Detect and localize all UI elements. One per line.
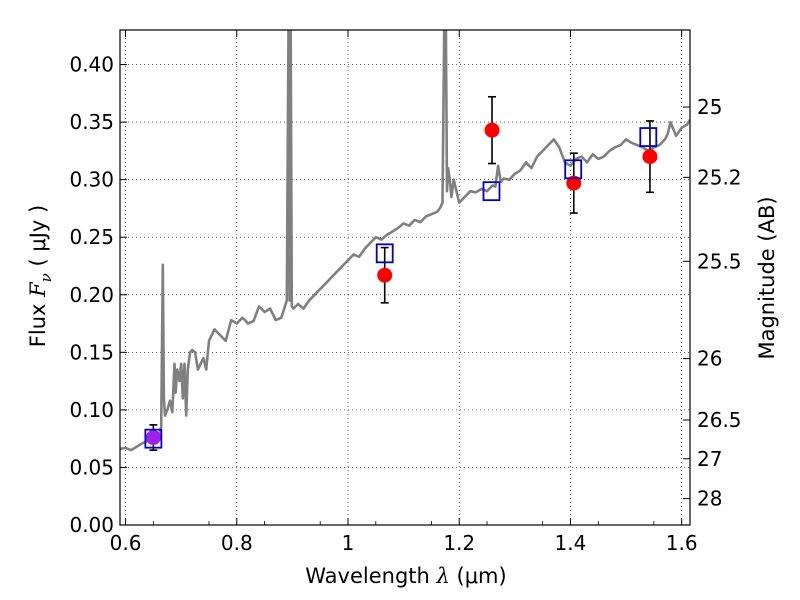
model-point <box>375 243 394 264</box>
plot-frame <box>119 29 691 526</box>
y2-tick-label: 25.2 <box>697 165 742 189</box>
y2-tick-label: 25 <box>697 95 722 119</box>
y-tick-label: 0.35 <box>69 110 114 134</box>
x-axis-label-prefix: Wavelength <box>305 564 436 588</box>
y2-tick-label: 25.5 <box>697 249 742 273</box>
model-point <box>482 181 501 202</box>
y-axis-label-symbol: F <box>26 281 50 298</box>
model-point <box>144 428 163 449</box>
x-axis-label-symbol: λ <box>436 564 450 588</box>
data-point <box>377 267 393 283</box>
y-axis-label-prefix: Flux <box>26 297 50 347</box>
y-tick-label: 0.30 <box>69 168 114 192</box>
y2-axis-label: Magnitude (AB) <box>755 196 779 359</box>
y-tick-label: 0.25 <box>69 225 114 249</box>
x-tick-label: 1.2 <box>443 531 475 555</box>
y2-tick-label: 26.5 <box>697 408 742 432</box>
grid <box>120 30 690 526</box>
data-point <box>145 430 161 446</box>
x-tick-label: 1 <box>342 531 355 555</box>
y-tick-label: 0.20 <box>69 283 114 307</box>
y-tick-label: 0.05 <box>69 455 114 479</box>
x-tick-label: 1.4 <box>555 531 587 555</box>
data-point <box>484 122 500 138</box>
y2-tick-label: 28 <box>697 487 722 511</box>
y2-tick-label: 26 <box>697 347 722 371</box>
data-point <box>566 175 582 191</box>
model-point <box>639 127 658 147</box>
x-tick-label: 1.6 <box>666 531 698 555</box>
y-tick-label: 0.10 <box>69 398 114 422</box>
ticks: 0.6 0.8 1 1.2 1.4 1.6 0.00 0.05 0.10 0.15 0.20 0.25… <box>69 30 742 555</box>
x-axis-label: Wavelength λ (μm) <box>305 564 506 588</box>
x-tick-label: 0.8 <box>221 531 253 555</box>
y-axis-label-unit: ( μJy ) <box>26 205 50 273</box>
y-tick-label: 0.15 <box>69 340 114 364</box>
y-tick-label: 0.00 <box>69 513 114 537</box>
y-axis-label: Flux Fν ( μJy ) <box>26 205 55 347</box>
y-tick-label: 0.40 <box>69 53 114 77</box>
spectrum-line <box>120 30 690 452</box>
plot-area <box>120 30 690 452</box>
x-tick-label: 0.6 <box>110 531 142 555</box>
y-axis-label-subscript: ν <box>37 273 55 282</box>
y2-tick-label: 27 <box>697 447 722 471</box>
data-point <box>642 149 658 165</box>
model-point <box>564 159 583 180</box>
x-axis-label-unit: (μm) <box>450 564 507 588</box>
